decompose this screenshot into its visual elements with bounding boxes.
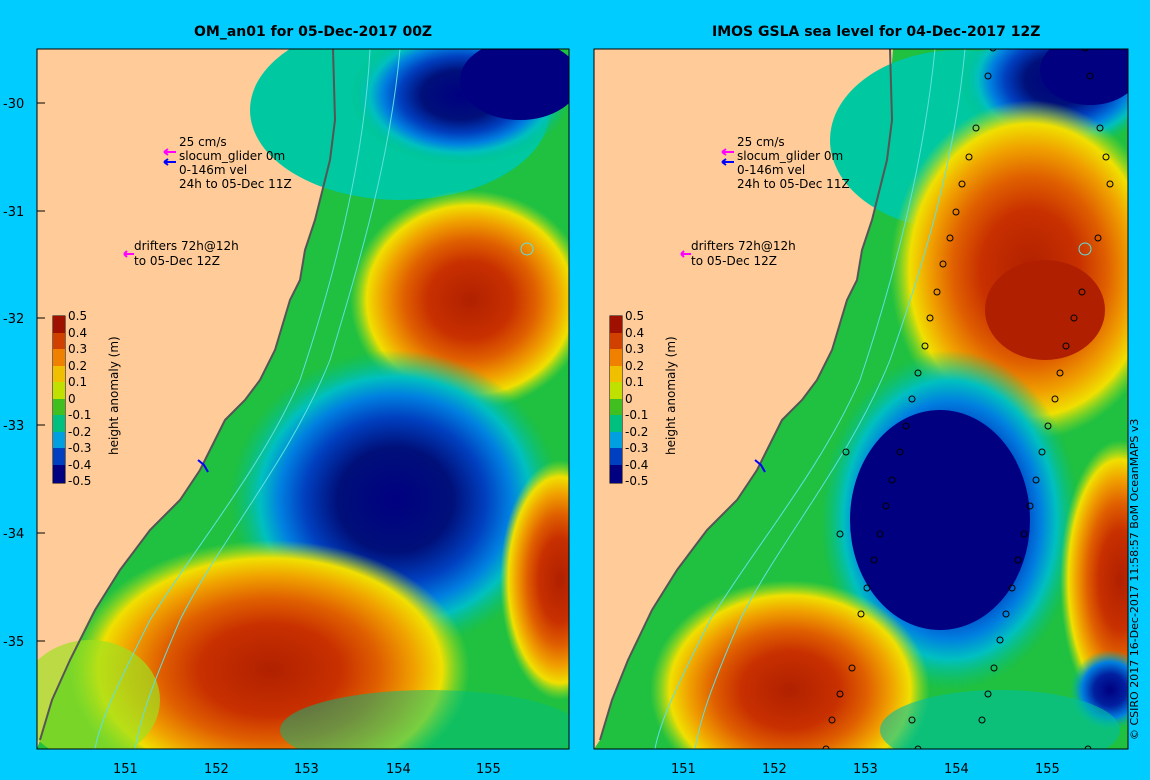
lat-tick: -32 [3,312,24,327]
velocity-legend-right: 25 cm/s slocum_glider 0m 0-146m vel 24h … [721,135,850,191]
lat-tick: -31 [3,205,24,220]
lat-tick: -33 [3,419,24,434]
drifters-label: drifters 72h@12h [691,239,796,253]
svg-text:0: 0 [68,392,76,406]
scale-label: 25 cm/s [179,135,227,149]
svg-text:0.3: 0.3 [625,342,644,356]
bathymetry-contour [694,49,966,749]
svg-text:0.2: 0.2 [625,359,644,373]
coastline [599,49,894,741]
colorbar-label: height anomaly (m) [107,336,121,455]
colorbar-right: 0.5 0.4 0.3 0.2 0.1 0 -0.1 -0.2 -0.3 -0.… [609,309,678,488]
period-label: 24h to 05-Dec 11Z [737,177,850,191]
drifters-legend-right: drifters 72h@12h to 05-Dec 12Z [680,239,796,268]
lon-tick: 151 [113,762,138,777]
lat-tick: -34 [3,527,24,542]
depth-label: 0-146m vel [737,163,805,177]
eddy-contour [520,242,534,256]
lon-tick: 153 [853,762,878,777]
svg-text:-0.2: -0.2 [68,425,91,439]
left-lat-axis: -30 -31 -32 -33 -34 -35 [3,97,45,650]
coastline [39,49,337,741]
svg-text:-0.5: -0.5 [625,474,648,488]
colorbar: 0.5 0.4 0.3 0.2 0.1 0 -0.1 -0.2 -0.3 -0.… [52,309,121,488]
glider-track [754,459,766,473]
altimeter-observation-points [822,49,1114,749]
svg-text:0.4: 0.4 [625,326,644,340]
drifters-label: drifters 72h@12h [134,239,239,253]
drifter-arrow-icon [123,250,134,258]
svg-text:0.3: 0.3 [68,342,87,356]
svg-text:-0.2: -0.2 [625,425,648,439]
lat-tick: -35 [3,635,24,650]
colorbar-label: height anomaly (m) [664,336,678,455]
bathymetry-contour [134,49,401,749]
svg-text:-0.3: -0.3 [68,441,91,455]
left-map-panel: -30 -31 -32 -33 -34 -35 151 152 153 154 … [3,48,570,777]
svg-text:0.4: 0.4 [68,326,87,340]
ocean-area [594,49,1128,749]
magenta-arrow-icon [721,148,734,156]
lon-tick: 155 [1035,762,1060,777]
period-label: 24h to 05-Dec 11Z [179,177,292,191]
svg-text:-0.1: -0.1 [68,408,91,422]
lon-tick: 154 [944,762,969,777]
svg-text:-0.5: -0.5 [68,474,91,488]
lon-tick: 154 [386,762,411,777]
depth-label: 0-146m vel [179,163,247,177]
lon-tick: 151 [671,762,696,777]
scale-label: 25 cm/s [737,135,785,149]
glider-track [197,459,209,473]
svg-text:-0.3: -0.3 [625,441,648,455]
right-lon-axis: 151 152 153 154 155 [671,762,1060,777]
svg-text:-0.4: -0.4 [625,458,648,472]
land-area [594,49,1128,749]
right-panel-title: IMOS GSLA sea level for 04-Dec-2017 12Z [712,24,1041,40]
lat-tick: -30 [3,97,24,112]
svg-text:-0.1: -0.1 [625,408,648,422]
magenta-arrow-icon [163,148,176,156]
left-panel-title: OM_an01 for 05-Dec-2017 00Z [194,24,433,40]
bathymetry-contour [94,49,371,749]
bathymetry-contour [654,49,936,749]
drifters-legend: drifters 72h@12h to 05-Dec 12Z [123,239,239,268]
lon-tick: 152 [762,762,787,777]
svg-text:0: 0 [625,392,633,406]
credit-text: © CSIRO 2017 16-Dec-2017 11:58:57 BoM Oc… [1128,418,1141,740]
svg-text:-0.4: -0.4 [68,458,91,472]
svg-text:0.5: 0.5 [68,309,87,323]
svg-text:0.2: 0.2 [68,359,87,373]
drifter-arrow-icon [680,250,691,258]
lon-tick: 155 [476,762,501,777]
glider-label: slocum_glider 0m [179,149,285,163]
svg-text:0.5: 0.5 [625,309,644,323]
blue-arrow-icon [721,158,734,166]
svg-text:0.1: 0.1 [68,375,87,389]
eddy-contour [1078,242,1092,256]
glider-label: slocum_glider 0m [737,149,843,163]
blue-arrow-icon [163,158,176,166]
velocity-legend: 25 cm/s slocum_glider 0m 0-146m vel 24h … [163,135,292,191]
left-lon-axis: 151 152 153 154 155 [113,762,501,777]
drifters-period-label: to 05-Dec 12Z [134,254,220,268]
lon-tick: 152 [204,762,229,777]
drifters-period-label: to 05-Dec 12Z [691,254,777,268]
svg-text:0.1: 0.1 [625,375,644,389]
lon-tick: 153 [294,762,319,777]
